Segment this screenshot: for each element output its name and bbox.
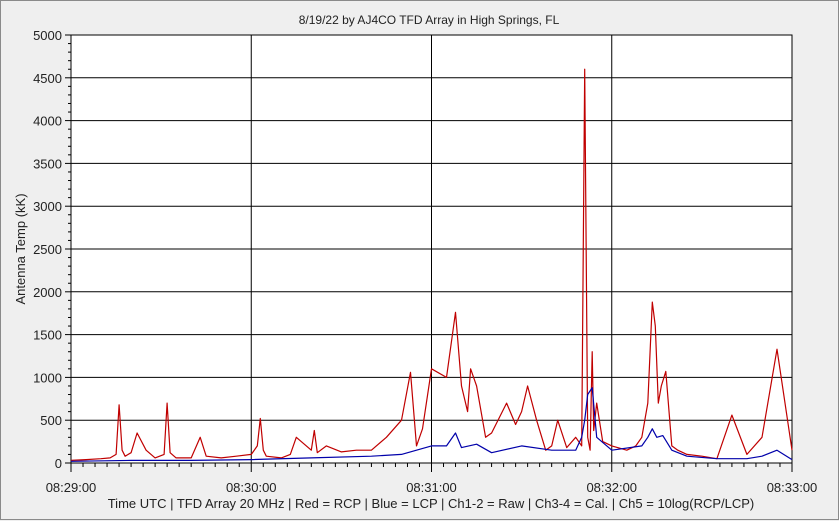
x-tick-label: 08:32:00 [586,480,637,495]
y-tick-label: 4000 [33,114,62,129]
rcp-line [70,68,793,461]
series-rcp [70,68,793,461]
x-tick-label: 08:29:00 [46,480,97,495]
x-tick-label: 08:31:00 [406,480,457,495]
lcp-line [70,387,793,462]
y-tick-label: 1000 [33,370,62,385]
y-tick-label: 2500 [33,242,62,257]
y-tick-label: 3000 [33,199,62,214]
y-axis-label: Antenna Temp (kK) [13,193,28,304]
chart-footer: Time UTC | TFD Array 20 MHz | Red = RCP … [108,496,755,511]
y-tick-label: 4500 [33,71,62,86]
y-tick-label: 5000 [33,28,62,43]
series-lcp [70,387,793,462]
y-tick-label: 500 [40,413,62,428]
y-tick-label: 2000 [33,285,62,300]
axes: 0 500 1000 1500 2000 2500 3000 3500 4000 4500 5000… [33,28,817,495]
y-tick-label: 1500 [33,328,62,343]
x-tick-label: 08:30:00 [226,480,277,495]
grid-lines [71,35,792,463]
y-tick-label: 0 [55,456,62,471]
x-tick-label: 08:33:00 [767,480,818,495]
chart-title: 8/19/22 by AJ4CO TFD Array in High Sprin… [299,13,560,27]
y-tick-label: 3500 [33,156,62,171]
